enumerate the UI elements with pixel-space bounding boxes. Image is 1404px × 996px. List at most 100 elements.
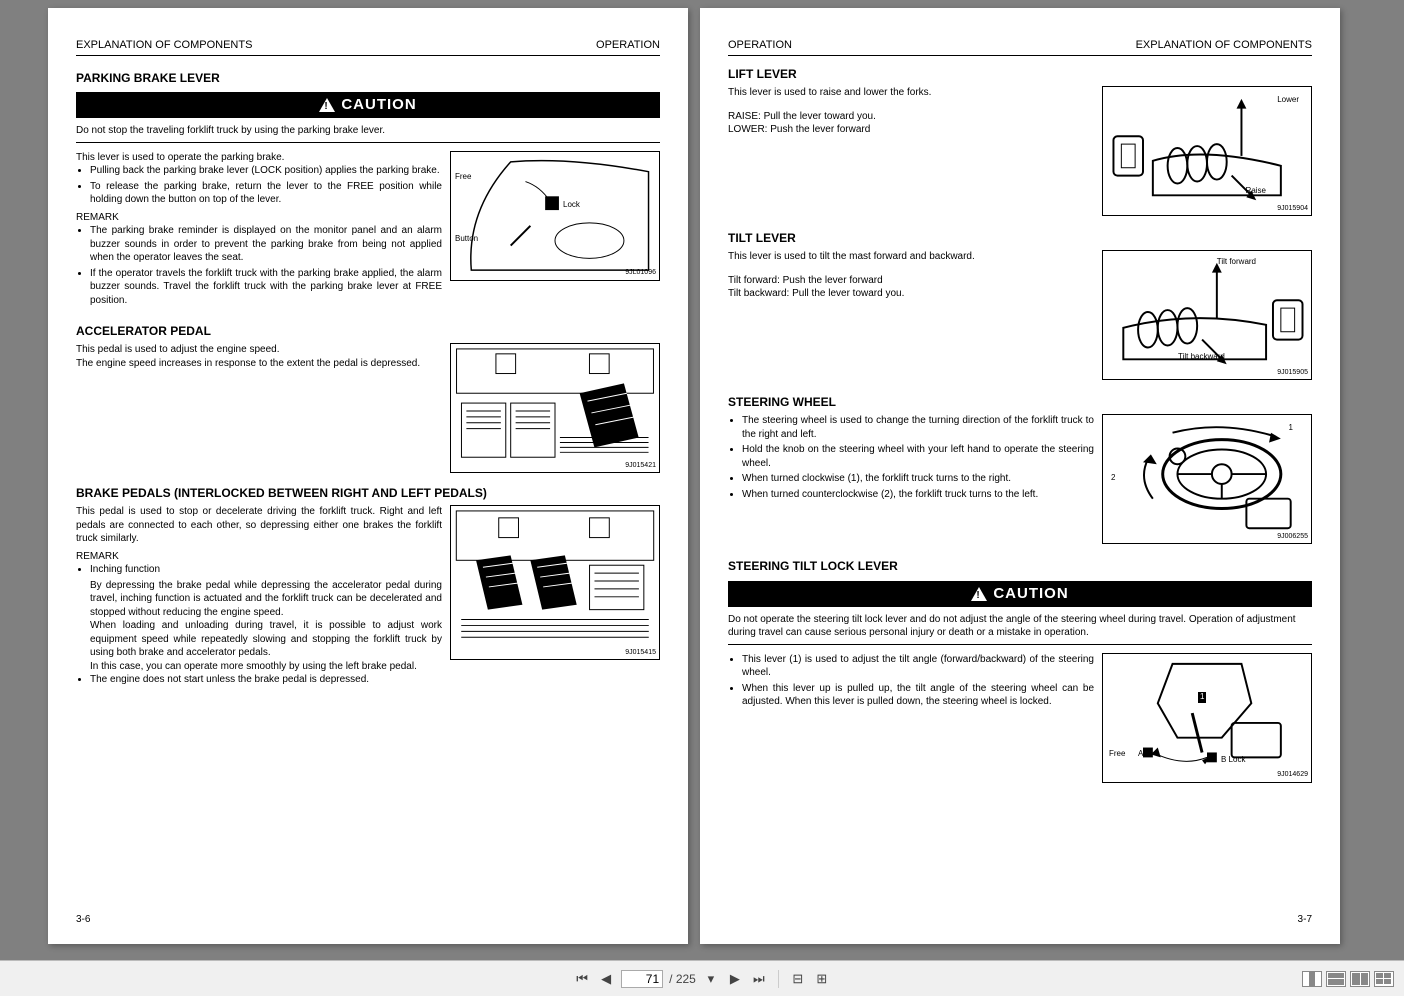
tilt-lock-text: This lever (1) is used to adjust the til… (728, 653, 1094, 711)
steering-bullet: Hold the knob on the steering wheel with… (742, 443, 1094, 470)
caution-text: Do not stop the traveling forklift truck… (76, 118, 660, 143)
brake-pedals-intro: This pedal is used to stop or decelerate… (76, 505, 442, 546)
page-number: 3-6 (76, 913, 90, 927)
fig-lower-label: Lower (1277, 95, 1299, 106)
last-page-button[interactable]: ⏭ (750, 970, 768, 988)
caution-text: Do not operate the steering tilt lock le… (728, 607, 1312, 645)
steering-bullet: When turned counterclockwise (2), the fo… (742, 488, 1094, 502)
tilt-lever-figure: Tilt forward Tilt backward 9J015905 (1102, 250, 1312, 380)
steering-wheel-figure: 1 2 9J006255 (1102, 414, 1312, 544)
page-header-left: EXPLANATION OF COMPONENTS OPERATION (76, 38, 660, 56)
warning-icon (971, 587, 987, 601)
steering-bullet: The steering wheel is used to change the… (742, 414, 1094, 441)
page-number: 3-7 (1298, 913, 1312, 927)
page-right: OPERATION EXPLANATION OF COMPONENTS LIFT… (700, 8, 1340, 944)
pdf-toolbar: ⏮ ◀ / 225 ▾ ▶ ⏭ ⊟ ⊞ (0, 960, 1404, 996)
tilt-lever-bwd: Tilt backward: Pull the lever toward you… (728, 287, 1094, 301)
tilt-lever-title: TILT LEVER (728, 230, 1312, 246)
tilt-lock-bullet: When this lever up is pulled up, the til… (742, 682, 1094, 709)
page-left: EXPLANATION OF COMPONENTS OPERATION PARK… (48, 8, 688, 944)
lift-lever-raise: RAISE: Pull the lever toward you. (728, 110, 1094, 124)
tilt-lever-fwd: Tilt forward: Push the lever forward (728, 274, 1094, 288)
accelerator-line: The engine speed increases in response t… (76, 357, 442, 371)
lift-lever-figure: Lower Raise 9J015904 (1102, 86, 1312, 216)
accelerator-text: This pedal is used to adjust the engine … (76, 343, 442, 370)
tilt-lock-bullet: This lever (1) is used to adjust the til… (742, 653, 1094, 680)
fig-fwd-label: Tilt forward (1217, 257, 1256, 268)
fig-b-label: B Lock (1221, 755, 1245, 766)
single-page-view-button[interactable] (1302, 971, 1322, 987)
lift-lever-title: LIFT LEVER (728, 66, 1312, 82)
prev-page-button[interactable]: ◀ (597, 970, 615, 988)
separator (778, 970, 779, 988)
steering-bullet: When turned clockwise (1), the forklift … (742, 472, 1094, 486)
header-right-text: EXPLANATION OF COMPONENTS (1136, 38, 1312, 53)
tilt-lever-intro: This lever is used to tilt the mast forw… (728, 250, 1094, 264)
two-page-view-button[interactable] (1350, 971, 1370, 987)
caution-label: CAUTION (341, 95, 416, 115)
accelerator-title: ACCELERATOR PEDAL (76, 323, 660, 339)
two-page-continuous-button[interactable] (1374, 971, 1394, 987)
remark-label: REMARK (76, 211, 442, 225)
figure-label: 9J006255 (1277, 532, 1308, 541)
header-right-text: OPERATION (596, 38, 660, 53)
parking-brake-text: This lever is used to operate the parkin… (76, 151, 442, 310)
figure-label: 9J015421 (625, 461, 656, 470)
brake-pedals-title: BRAKE PEDALS (INTERLOCKED BETWEEN RIGHT … (76, 487, 660, 501)
fig-raise-label: Raise (1246, 186, 1266, 197)
parking-brake-title: PARKING BRAKE LEVER (76, 70, 660, 86)
parking-brake-remark: If the operator travels the forklift tru… (90, 267, 442, 308)
parking-brake-remark: The parking brake reminder is displayed … (90, 224, 442, 265)
caution-label: CAUTION (993, 584, 1068, 604)
zoom-out-button[interactable]: ⊟ (789, 970, 807, 988)
figure-label: 9J015904 (1277, 204, 1308, 213)
steering-wheel-title: STEERING WHEEL (728, 394, 1312, 410)
inching-label: Inching function (90, 563, 442, 577)
brake-pedals-figure: 9J015415 (450, 505, 660, 660)
caution-bar: CAUTION (728, 581, 1312, 607)
fig-button-label: Button (455, 234, 478, 245)
fig-bwd-label: Tilt backward (1178, 352, 1225, 363)
fig-one: 1 (1198, 692, 1206, 703)
fig-free-label: Free (1109, 749, 1125, 760)
page-total-label: / 225 (669, 972, 696, 986)
brake-pedals-text: This pedal is used to stop or decelerate… (76, 505, 442, 689)
next-page-button[interactable]: ▶ (726, 970, 744, 988)
caution-bar: CAUTION (76, 92, 660, 118)
fig-a-label: A (1138, 749, 1143, 760)
page-number-input[interactable] (621, 970, 663, 988)
inching-body: When loading and unloading during travel… (90, 619, 442, 660)
fig-free-label: Free (455, 172, 471, 183)
view-mode-group (1302, 971, 1394, 987)
remark-label: REMARK (76, 550, 442, 564)
steering-wheel-text: The steering wheel is used to change the… (728, 414, 1094, 503)
lift-lever-lower: LOWER: Push the lever forward (728, 123, 1094, 137)
zoom-in-button[interactable]: ⊞ (813, 970, 831, 988)
inching-body: In this case, you can operate more smoot… (90, 660, 442, 674)
first-page-button[interactable]: ⏮ (573, 970, 591, 988)
parking-brake-bullet: Pulling back the parking brake lever (LO… (90, 164, 442, 178)
continuous-view-button[interactable] (1326, 971, 1346, 987)
parking-brake-intro: This lever is used to operate the parkin… (76, 151, 442, 165)
figure-label: 9JL01096 (625, 268, 656, 277)
parking-brake-bullet: To release the parking brake, return the… (90, 180, 442, 207)
dropdown-button[interactable]: ▾ (702, 970, 720, 988)
figure-label: 9J015905 (1277, 368, 1308, 377)
lift-lever-text: This lever is used to raise and lower th… (728, 86, 1094, 137)
page-header-right: OPERATION EXPLANATION OF COMPONENTS (728, 38, 1312, 56)
tilt-lock-title: STEERING TILT LOCK LEVER (728, 558, 1312, 574)
figure-label: 9J015415 (625, 648, 656, 657)
fig-two: 2 (1111, 473, 1115, 484)
tilt-lock-figure: Free A B Lock 1 9J014629 (1102, 653, 1312, 783)
header-left-text: OPERATION (728, 38, 792, 53)
fig-one: 1 (1289, 423, 1293, 434)
brake-last-bullet: The engine does not start unless the bra… (90, 673, 442, 687)
accelerator-figure: 9J015421 (450, 343, 660, 473)
header-left-text: EXPLANATION OF COMPONENTS (76, 38, 252, 53)
fig-lock-label: Lock (563, 200, 580, 211)
accelerator-line: This pedal is used to adjust the engine … (76, 343, 442, 357)
inching-body: By depressing the brake pedal while depr… (90, 579, 442, 620)
tilt-lever-text: This lever is used to tilt the mast forw… (728, 250, 1094, 301)
figure-label: 9J014629 (1277, 770, 1308, 779)
parking-brake-figure: Free Lock Button 9JL01096 (450, 151, 660, 281)
